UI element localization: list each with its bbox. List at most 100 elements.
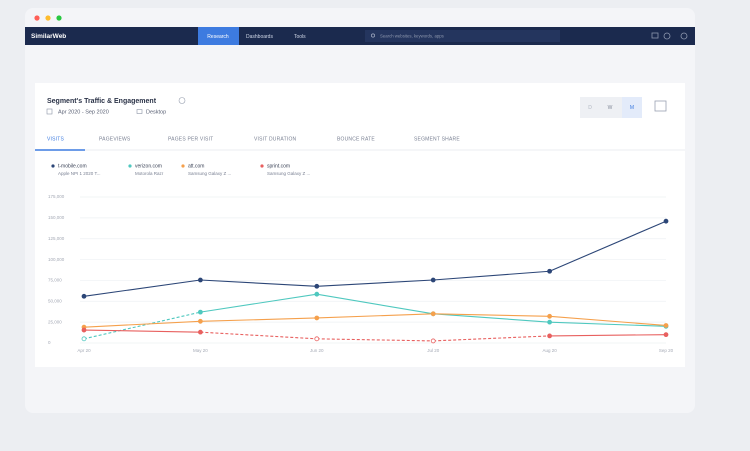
granularity-button[interactable]: M (630, 105, 634, 111)
date-range[interactable]: Apr 2020 - Sep 2020 (58, 109, 109, 115)
legend-label: sprint.com (267, 163, 290, 169)
y-tick-label: 125,000 (48, 236, 65, 241)
y-tick-label: 50,000 (48, 298, 62, 303)
navbar (25, 27, 695, 45)
data-point (197, 277, 203, 283)
nav-icons (651, 32, 688, 40)
legend-segment: Samsung Galaxy Z ... (267, 171, 310, 176)
line-segment (549, 220, 667, 272)
x-tick-label: Jul 20 (427, 348, 440, 353)
legend-label: att.com (188, 163, 204, 169)
close-dot[interactable] (34, 15, 40, 21)
line-segment (316, 313, 434, 319)
tab[interactable]: VISITS (47, 136, 65, 142)
x-tick-label: May 20 (193, 348, 208, 353)
legend-marker (51, 164, 55, 168)
data-point (547, 268, 552, 274)
data-point (663, 323, 669, 328)
legend-segment: Motorola Razr (135, 171, 164, 176)
legend-label: verizon.com (135, 163, 162, 169)
data-point (81, 293, 87, 299)
data-point (663, 332, 669, 338)
x-tick-label: Apr 20 (77, 348, 91, 353)
line-segment (433, 335, 550, 342)
nav-item[interactable]: Dashboards (246, 34, 273, 40)
y-tick-label: 75,000 (48, 278, 62, 283)
data-point (547, 313, 552, 319)
granularity-active (622, 97, 642, 118)
nav-icon[interactable] (663, 32, 671, 40)
line-segment (316, 338, 434, 342)
legend-label: t-mobile.com (58, 163, 87, 169)
info-icon[interactable] (178, 97, 186, 104)
line-segment (200, 331, 317, 340)
maximize-dot[interactable] (56, 15, 62, 21)
line-segment (200, 279, 317, 287)
line-segment (200, 317, 317, 322)
data-point (314, 291, 320, 297)
data-point (430, 338, 436, 344)
granularity-button[interactable]: W (608, 105, 613, 111)
x-tick-label: Jun 20 (310, 348, 324, 353)
tab[interactable]: PAGES PER VISIT (168, 136, 213, 142)
line-segment (549, 315, 667, 327)
legend-marker (260, 164, 264, 168)
x-tick-label: Aug 20 (542, 348, 557, 353)
x-tick-label: Sep 20 (659, 348, 674, 353)
data-point (314, 283, 320, 289)
y-tick-label: 175,000 (48, 194, 65, 199)
data-point (663, 218, 669, 224)
y-tick-label: 25,000 (48, 319, 62, 324)
legend-segment: Apple NPI 1 2020 T... (58, 171, 100, 176)
y-tick-label: 150,000 (48, 215, 65, 220)
data-point (197, 318, 203, 324)
nav-item[interactable]: Research (207, 34, 229, 40)
tab[interactable]: VISIT DURATION (254, 136, 297, 142)
nav-icon[interactable] (680, 32, 688, 40)
data-point (314, 336, 320, 342)
data-point (81, 327, 87, 333)
search-box[interactable] (365, 30, 560, 42)
tab[interactable]: PAGEVIEWS (99, 136, 131, 142)
tab[interactable]: BOUNCE RATE (337, 136, 375, 142)
line-segment (433, 270, 550, 281)
line-segment (433, 313, 550, 323)
data-point (547, 333, 552, 339)
excel-icon[interactable] (654, 100, 667, 112)
tab[interactable]: SEGMENT SHARE (414, 136, 460, 142)
data-point (197, 309, 203, 315)
line-segment (200, 293, 317, 313)
nav-icon[interactable] (651, 32, 659, 39)
data-point (430, 311, 436, 317)
nav-item[interactable]: Tools (294, 34, 306, 40)
legend-marker (181, 164, 185, 168)
data-point (197, 329, 203, 335)
nav-active (198, 27, 239, 45)
chart: 0 25,000 50,000 75,000 100,000 125,000 150,000… (48, 163, 674, 353)
line-segment (316, 293, 434, 315)
y-tick-label: 0 (48, 340, 51, 345)
data-point (81, 336, 87, 342)
calendar-icon (46, 108, 53, 115)
line-segment (549, 321, 667, 327)
y-tick-label: 100,000 (48, 257, 65, 262)
minimize-dot[interactable] (45, 15, 51, 21)
search-icon (371, 33, 375, 38)
card (35, 83, 685, 367)
line-segment (433, 313, 550, 317)
legend-segment: Samsung Galaxy Z ... (188, 171, 231, 176)
data-point (314, 315, 320, 321)
device[interactable]: Desktop (146, 109, 166, 115)
card-title: Segment's Traffic & Engagement (47, 98, 157, 105)
line-segment (549, 334, 667, 337)
data-point (547, 319, 552, 325)
line-segment (83, 279, 201, 297)
logo[interactable]: SimilarWeb (31, 33, 66, 40)
desktop-icon (136, 109, 143, 114)
search-placeholder[interactable]: Search websites, keywords, apps (380, 34, 444, 39)
data-point (430, 277, 436, 283)
granularity-button[interactable]: D (588, 105, 592, 111)
legend-marker (128, 164, 132, 168)
